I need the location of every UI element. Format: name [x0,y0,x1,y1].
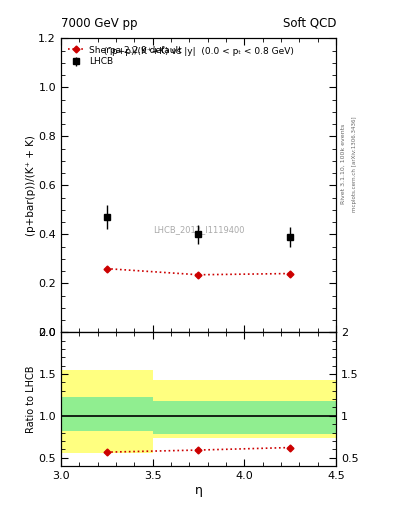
Text: (¯p+p)/(K⁺+K) vs |y|  (0.0 < pₜ < 0.8 GeV): (¯p+p)/(K⁺+K) vs |y| (0.0 < pₜ < 0.8 GeV… [103,47,294,56]
Text: Rivet 3.1.10, 100k events: Rivet 3.1.10, 100k events [341,124,346,204]
Text: mcplots.cern.ch [arXiv:1306.3436]: mcplots.cern.ch [arXiv:1306.3436] [352,116,357,211]
Legend: Sherpa 2.2.9 default, LHCB: Sherpa 2.2.9 default, LHCB [65,43,184,69]
Text: Soft QCD: Soft QCD [283,16,336,30]
Text: LHCB_2012_I1119400: LHCB_2012_I1119400 [153,225,244,234]
Text: 7000 GeV pp: 7000 GeV pp [61,16,138,30]
Sherpa 2.2.9 default [288,270,292,276]
Y-axis label: Ratio to LHCB: Ratio to LHCB [26,366,35,433]
X-axis label: η: η [195,483,202,497]
Sherpa 2.2.9 default [105,266,109,272]
Sherpa 2.2.9 default [196,272,201,278]
Y-axis label: (p+bar(p))/(K⁺ + K): (p+bar(p))/(K⁺ + K) [26,135,35,236]
Line: Sherpa 2.2.9 default: Sherpa 2.2.9 default [104,266,293,277]
